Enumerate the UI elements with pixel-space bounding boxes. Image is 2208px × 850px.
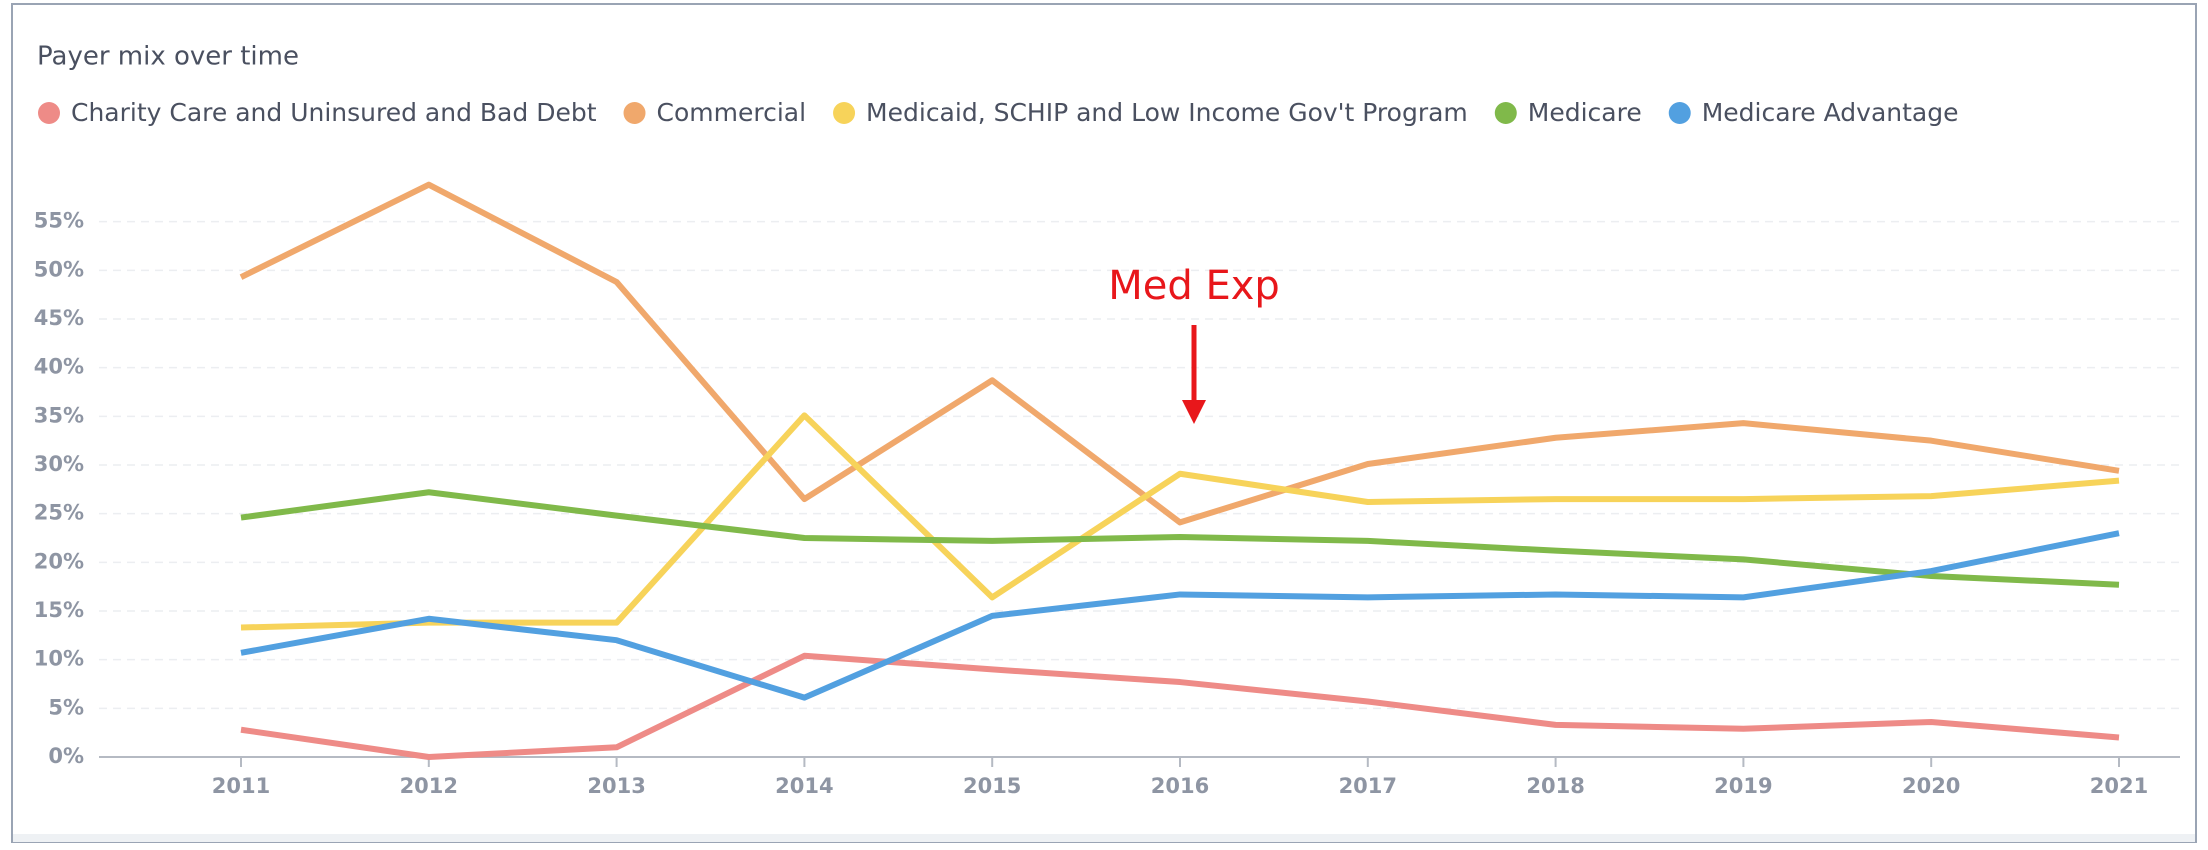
x-tick-label: 2012 xyxy=(400,774,458,798)
y-tick-label: 35% xyxy=(34,403,84,427)
x-tick-label: 2014 xyxy=(775,774,833,798)
legend-label: Medicare xyxy=(1528,98,1642,127)
legend-marker xyxy=(833,102,856,124)
legend-marker xyxy=(1494,102,1517,124)
y-tick-label: 10% xyxy=(34,647,84,671)
series-line xyxy=(240,489,2120,588)
y-tick-label: 0% xyxy=(48,744,84,768)
series-line xyxy=(240,652,2120,760)
chart-title: Payer mix over time xyxy=(37,42,299,72)
x-tick-label: 2020 xyxy=(1902,774,1960,798)
x-tick-label: 2016 xyxy=(1151,774,1209,798)
y-tick-label: 40% xyxy=(34,355,84,379)
x-tick-label: 2011 xyxy=(212,774,270,798)
legend-label: Commercial xyxy=(657,98,807,127)
series-line xyxy=(240,412,2120,631)
y-tick-label: 15% xyxy=(34,598,84,622)
series-line xyxy=(239,181,2120,526)
x-tick-label: 2013 xyxy=(587,774,645,798)
annotation-arrowhead xyxy=(1182,400,1206,424)
y-tick-label: 30% xyxy=(34,452,84,476)
legend-marker xyxy=(623,102,646,124)
x-tick-label: 2019 xyxy=(1714,774,1772,798)
x-tick-label: 2017 xyxy=(1339,774,1397,798)
card xyxy=(11,3,2197,843)
y-tick-label: 20% xyxy=(34,549,84,573)
legend-marker xyxy=(1668,102,1691,124)
y-tick-label: 55% xyxy=(34,209,84,233)
y-tick-label: 50% xyxy=(34,257,84,281)
x-tick-label: 2021 xyxy=(2090,774,2148,798)
annotation: Med Exp xyxy=(1108,263,1280,309)
y-tick-label: 25% xyxy=(34,501,84,525)
series-line xyxy=(240,530,2120,701)
y-tick-label: 5% xyxy=(48,695,84,719)
x-tick-label: 2018 xyxy=(1526,774,1584,798)
legend-label: Medicare Advantage xyxy=(1702,98,1959,127)
legend-label: Charity Care and Uninsured and Bad Debt xyxy=(71,98,597,127)
legend-marker xyxy=(38,102,60,124)
card-footer xyxy=(13,834,2195,842)
y-tick-label: 45% xyxy=(34,306,84,330)
x-tick-label: 2015 xyxy=(963,774,1021,798)
legend-label: Medicaid, SCHIP and Low Income Gov't Pro… xyxy=(866,98,1468,127)
